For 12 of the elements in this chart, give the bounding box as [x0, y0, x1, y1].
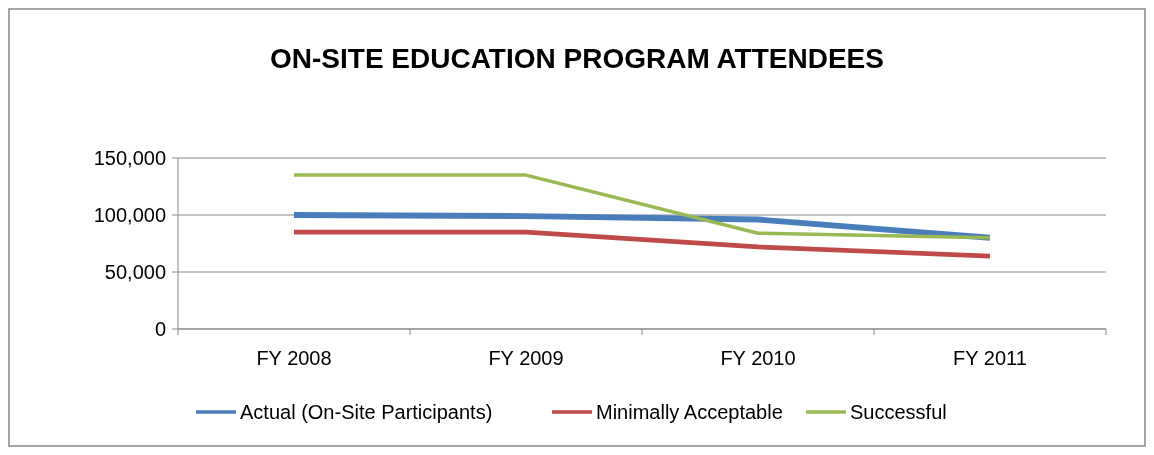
x-tick-label: FY 2010 — [720, 347, 796, 369]
legend-label: Minimally Acceptable — [596, 401, 783, 423]
x-tick-label: FY 2009 — [488, 347, 564, 369]
y-tick-label: 50,000 — [104, 261, 166, 283]
legend-label: Actual (On-Site Participants) — [240, 401, 493, 423]
y-tick-label: 100,000 — [93, 204, 166, 226]
x-tick-label: FY 2011 — [953, 347, 1027, 369]
x-tick-label: FY 2008 — [256, 347, 332, 369]
legend-label: Successful — [850, 401, 947, 423]
y-tick-label: 0 — [154, 318, 166, 340]
chart-title: ON-SITE EDUCATION PROGRAM ATTENDEES — [270, 43, 884, 74]
y-tick-label: 150,000 — [93, 147, 166, 169]
